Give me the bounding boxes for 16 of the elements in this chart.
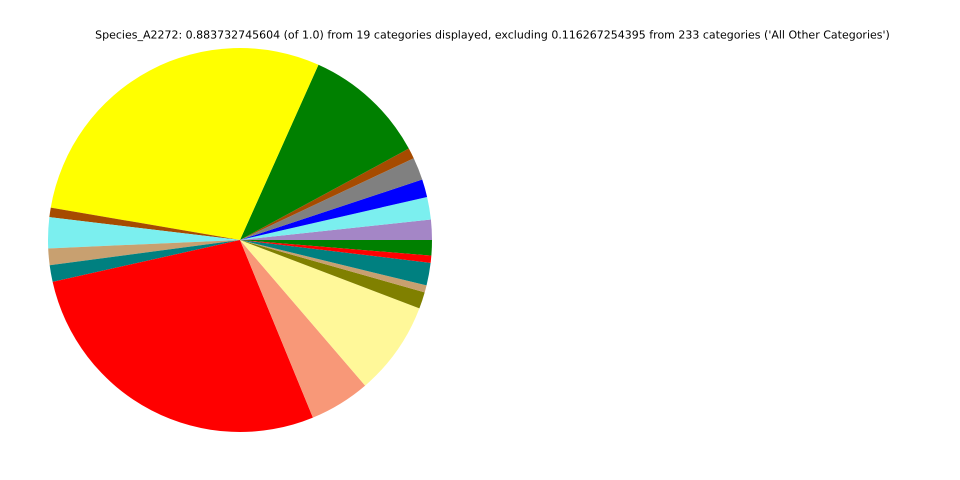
pie-slice	[49, 208, 240, 240]
pie-slice	[240, 180, 428, 240]
pie-slice	[48, 240, 240, 266]
text: Species_A2272: 0.883732745604 (of 1.0) from 19 categories displayed, excluding 0.116267254395 from 233 categories ('All Other Categories')	[95, 28, 890, 42]
pie-slice	[240, 240, 420, 386]
pie-slice	[240, 196, 431, 240]
pie-slice	[240, 64, 409, 240]
pie-slice	[52, 240, 313, 432]
pie-slice	[48, 217, 240, 248]
pie-slice	[240, 240, 366, 418]
pie-slice	[240, 240, 432, 256]
pie-slice	[240, 240, 425, 308]
pie-slice	[240, 220, 432, 240]
pie-slice	[50, 240, 240, 282]
pie-slice	[50, 48, 318, 240]
pie-slice	[240, 240, 432, 263]
